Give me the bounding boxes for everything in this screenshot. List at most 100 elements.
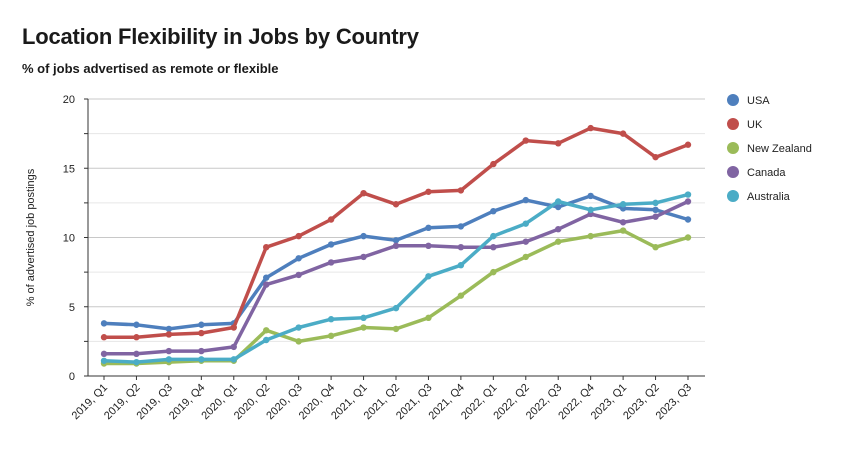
series-uk: [100, 124, 692, 341]
legend-marker-canada: [727, 166, 739, 178]
series-australia: [100, 191, 692, 366]
series-usa: [100, 192, 692, 333]
data-point-new-zealand: [684, 234, 692, 241]
legend-marker-new-zealand: [727, 142, 739, 154]
series-canada: [100, 198, 692, 358]
data-point-canada: [327, 259, 335, 266]
data-point-usa: [457, 223, 465, 230]
data-point-uk: [133, 334, 140, 341]
series-line-australia: [102, 192, 690, 364]
data-point-uk: [490, 160, 497, 168]
data-point-australia: [133, 358, 140, 366]
data-point-new-zealand: [555, 238, 562, 245]
data-point-new-zealand: [652, 243, 659, 251]
data-point-australia: [522, 220, 529, 227]
data-point-usa: [100, 320, 108, 327]
axes: [84, 98, 705, 380]
data-point-usa: [263, 274, 270, 281]
legend-label-canada: Canada: [747, 167, 786, 179]
data-point-canada: [457, 243, 465, 251]
data-point-uk: [198, 329, 205, 337]
y-axis-ticks: 0 5 10 15 20: [63, 94, 75, 383]
series-lines: [100, 124, 692, 367]
data-point-new-zealand: [360, 324, 367, 331]
data-point-new-zealand: [263, 327, 270, 334]
data-point-canada: [490, 243, 497, 251]
legend: USA UK New Zealand Canada Australia: [727, 94, 812, 203]
data-point-australia: [587, 206, 594, 213]
data-point-new-zealand: [490, 268, 497, 276]
data-point-uk: [360, 189, 367, 197]
data-point-uk: [100, 334, 108, 341]
data-point-new-zealand: [587, 232, 594, 240]
data-point-new-zealand: [392, 325, 400, 333]
data-point-australia: [360, 314, 367, 322]
y-tick-label: 20: [63, 94, 75, 106]
data-point-australia: [684, 191, 692, 198]
data-point-canada: [684, 198, 692, 205]
data-point-australia: [230, 356, 237, 363]
data-point-usa: [587, 192, 594, 200]
y-axis-label: % of advertised job postings: [25, 168, 37, 306]
data-point-usa: [684, 216, 692, 223]
series-line-new-zealand: [102, 228, 690, 366]
x-tick-label: 2023, Q3: [654, 382, 694, 422]
data-point-canada: [425, 242, 432, 250]
data-point-canada: [392, 242, 400, 250]
legend-label-uk: UK: [747, 119, 763, 131]
data-point-usa: [392, 237, 400, 244]
data-point-canada: [619, 219, 627, 226]
data-point-canada: [133, 350, 140, 358]
data-point-canada: [263, 281, 270, 288]
data-point-uk: [555, 140, 562, 147]
y-tick-label: 10: [63, 233, 75, 245]
data-point-canada: [230, 343, 237, 351]
data-point-canada: [522, 238, 529, 245]
chart-subtitle: % of jobs advertised as remote or flexib…: [22, 61, 279, 76]
data-point-uk: [263, 243, 270, 251]
data-point-uk: [327, 216, 335, 223]
data-point-uk: [425, 188, 432, 195]
legend-marker-usa: [727, 94, 739, 106]
data-point-australia: [263, 336, 270, 344]
data-point-uk: [457, 187, 465, 194]
data-point-australia: [619, 201, 627, 208]
data-point-australia: [392, 304, 400, 312]
y-tick-label: 0: [69, 371, 75, 383]
data-point-canada: [100, 350, 108, 358]
chart-title: Location Flexibility in Jobs by Country: [22, 24, 419, 49]
data-point-usa: [295, 255, 302, 262]
data-point-uk: [587, 124, 594, 132]
data-point-australia: [652, 199, 659, 207]
data-point-australia: [555, 198, 562, 205]
legend-marker-uk: [727, 118, 739, 130]
data-point-canada: [198, 347, 205, 355]
data-point-new-zealand: [327, 332, 335, 340]
data-point-uk: [230, 324, 237, 331]
data-point-usa: [133, 321, 140, 328]
data-point-uk: [522, 137, 529, 144]
data-point-usa: [198, 321, 205, 328]
legend-label-new-zealand: New Zealand: [747, 143, 812, 155]
data-point-australia: [425, 273, 432, 280]
data-point-canada: [165, 347, 173, 355]
data-point-new-zealand: [619, 227, 627, 234]
legend-label-usa: USA: [747, 95, 770, 107]
data-point-new-zealand: [425, 314, 432, 322]
data-point-new-zealand: [457, 292, 465, 299]
data-point-canada: [555, 225, 562, 233]
data-point-australia: [295, 324, 302, 331]
data-point-usa: [555, 203, 562, 211]
data-point-australia: [198, 356, 205, 363]
data-point-usa: [360, 232, 367, 240]
data-point-australia: [490, 232, 497, 240]
data-point-canada: [360, 253, 367, 261]
legend-marker-australia: [727, 190, 739, 202]
data-point-usa: [490, 207, 497, 215]
data-point-uk: [684, 141, 692, 148]
data-point-uk: [652, 153, 659, 161]
data-point-usa: [652, 206, 659, 213]
data-point-canada: [652, 213, 659, 220]
